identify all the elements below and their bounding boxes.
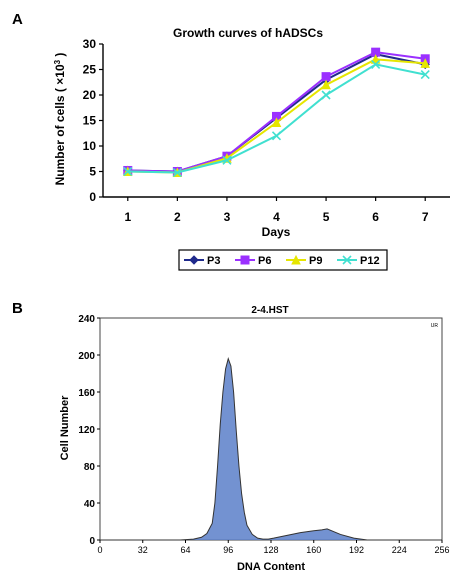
histogram-y-ticks: 0 40 80 120 160 200 240 [78, 314, 100, 547]
growth-chart-legend: P3 P6 P9 P12 [178, 249, 388, 271]
growth-chart: Growth curves of hADSCs 0 5 10 15 20 25 30 1 2 3… [53, 26, 450, 271]
data-point [321, 90, 331, 100]
y-tick-label: 0 [89, 536, 95, 547]
growth-chart-x-label: Days [262, 225, 291, 239]
x-tick-label: 96 [223, 545, 233, 555]
x-tick-label: 6 [372, 210, 379, 224]
data-point [172, 167, 182, 178]
y-tick-label: 0 [89, 190, 96, 204]
growth-chart-y-label-close: ) [53, 53, 67, 60]
histogram-outline [100, 357, 442, 541]
x-tick-label: 224 [392, 545, 407, 555]
histogram-frame [99, 317, 443, 541]
x-tick-label: 0 [97, 545, 102, 555]
growth-chart-series [122, 47, 431, 178]
data-point [321, 72, 331, 82]
histogram-x-ticks: 0 32 64 96 128 160 192 224 256 [97, 540, 450, 555]
dna-histogram: 2-4.HST 0 40 80 120 160 200 240 0 32 64 96 128 160 1… [59, 305, 450, 573]
x-tick-label: 1 [124, 210, 131, 224]
data-point [123, 166, 133, 177]
y-tick-label: 240 [78, 314, 95, 325]
legend-marker [240, 255, 250, 265]
y-tick-label: 80 [84, 462, 96, 473]
histogram-y-label: Cell Number [59, 395, 71, 461]
legend-label: P9 [309, 255, 322, 267]
y-tick-label: 160 [78, 388, 95, 399]
legend-entry-p12: P12 [337, 255, 380, 267]
x-tick-label: 256 [434, 545, 449, 555]
legend-entry-p6: P6 [235, 255, 271, 267]
legend-marker [291, 254, 301, 265]
legend-box [178, 249, 388, 271]
x-tick-label: 160 [306, 545, 321, 555]
y-tick-label: 25 [83, 63, 97, 77]
legend-label: P6 [258, 255, 271, 267]
histogram-data [100, 357, 442, 541]
growth-chart-y-label-main: Number of cells ( ×10 [53, 64, 67, 185]
panel-a-label: A [12, 11, 23, 28]
data-point [271, 117, 282, 128]
x-tick-label: 7 [422, 210, 429, 224]
x-tick-label: 3 [224, 210, 231, 224]
legend-marker [342, 255, 352, 265]
growth-chart-x-ticks: 1 2 3 4 5 6 7 [124, 197, 429, 224]
legend-entries: P3 P6 P9 P12 [184, 254, 380, 267]
x-tick-label: 192 [349, 545, 364, 555]
histogram-x-label: DNA Content [237, 561, 305, 573]
x-tick-label: 5 [323, 210, 330, 224]
legend-label: P12 [360, 255, 380, 267]
panel-b-label: B [12, 300, 23, 317]
y-tick-label: 200 [78, 351, 95, 362]
growth-chart-y-label-exp: 3 [53, 59, 62, 64]
x-tick-label: 2 [174, 210, 181, 224]
legend-entry-p3: P3 [184, 255, 220, 267]
series-p6 [123, 47, 430, 176]
growth-chart-y-ticks: 0 5 10 15 20 25 30 [83, 37, 103, 204]
histogram-corner-mark: UR [431, 323, 439, 329]
legend-entry-p9: P9 [286, 254, 322, 267]
legend-marker [189, 255, 199, 265]
x-tick-label: 128 [263, 545, 278, 555]
y-tick-label: 5 [89, 165, 96, 179]
x-tick-label: 4 [273, 210, 280, 224]
data-point [420, 58, 431, 68]
data-point [222, 155, 232, 165]
y-tick-label: 20 [83, 88, 97, 102]
y-tick-label: 15 [83, 114, 97, 128]
y-tick-label: 10 [83, 139, 97, 153]
data-point [321, 79, 331, 90]
y-tick-label: 40 [84, 499, 96, 510]
y-tick-label: 30 [83, 37, 97, 51]
x-tick-label: 32 [138, 545, 148, 555]
series-line [127, 51, 426, 173]
growth-chart-y-label: Number of cells ( ×103 ) [53, 53, 68, 186]
x-tick-label: 64 [180, 545, 190, 555]
y-tick-label: 120 [78, 425, 95, 436]
data-point [271, 131, 282, 141]
series-p12 [123, 59, 430, 178]
legend-label: P3 [207, 255, 220, 267]
histogram-title: 2-4.HST [251, 305, 288, 316]
growth-chart-title: Growth curves of hADSCs [173, 26, 323, 40]
data-point [420, 70, 430, 80]
data-point [371, 59, 381, 69]
